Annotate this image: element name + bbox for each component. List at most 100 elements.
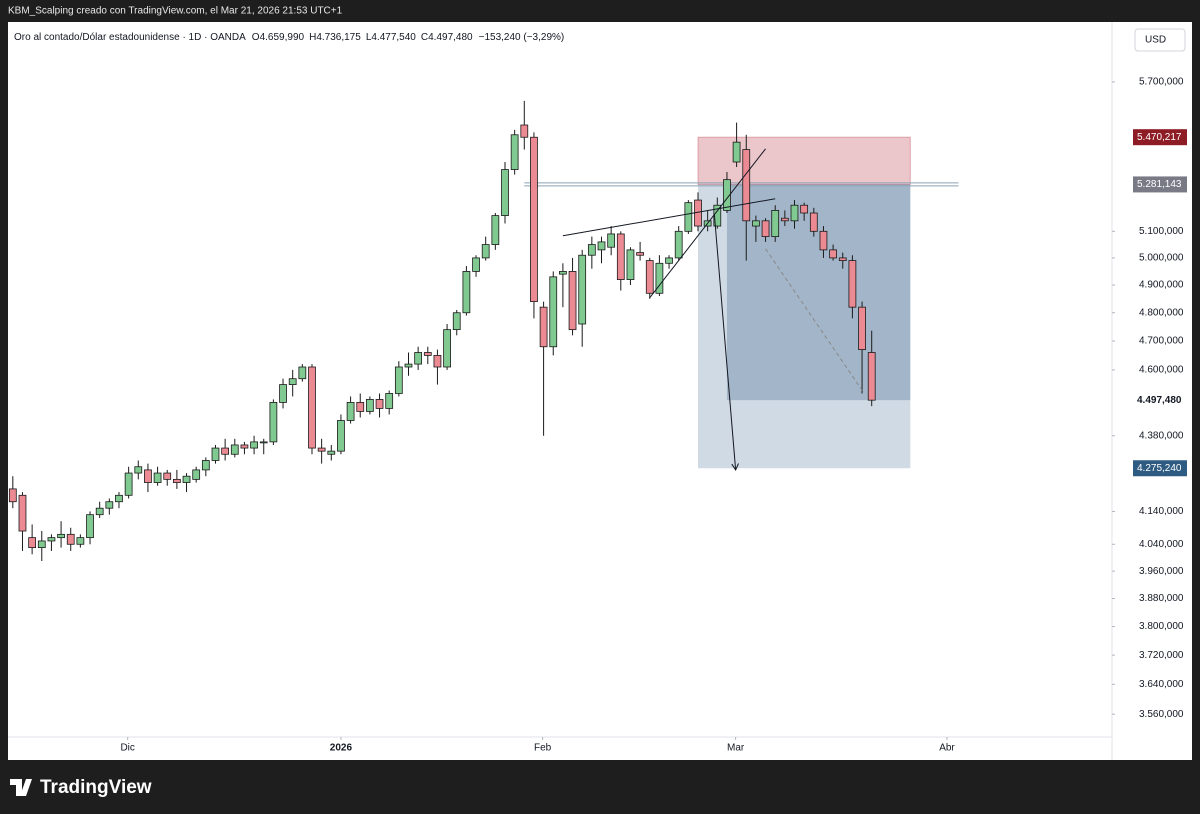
y-tick-label: 3.880,000 (1139, 593, 1184, 604)
candle-body (752, 220, 760, 227)
candle-body (105, 501, 114, 509)
candle-body (723, 179, 731, 211)
candle-body (443, 329, 451, 368)
candle-body (18, 494, 27, 532)
candle-body (259, 441, 268, 444)
y-tick-label: 5.700,000 (1139, 77, 1184, 88)
candle-body (809, 212, 818, 232)
candle-body (375, 399, 384, 409)
candle-body (76, 537, 85, 545)
candle-body (134, 466, 143, 474)
candle-body (780, 217, 789, 222)
candle-body (298, 366, 307, 380)
candle-body (481, 244, 490, 259)
candle-body (8, 488, 17, 503)
brand-logo: TradingView (10, 777, 152, 798)
candle-body (366, 399, 374, 412)
y-tick-label: 4.040,000 (1139, 539, 1184, 550)
candle-body (346, 402, 355, 421)
legend-key: O (252, 32, 260, 43)
candle-body (616, 233, 625, 280)
candle-body (57, 533, 65, 539)
y-tick-label: 4.600,000 (1139, 365, 1184, 376)
candle-body (462, 271, 471, 314)
candle-body (761, 220, 770, 237)
currency-button[interactable] (1134, 28, 1186, 52)
candle-body (153, 472, 162, 483)
brand-name: TradingView (40, 777, 152, 798)
candle-body (288, 378, 297, 385)
candle-body (37, 540, 46, 549)
price-label-box (1133, 176, 1187, 193)
candle-body (211, 447, 220, 461)
currency-label[interactable]: USD (1145, 35, 1166, 46)
x-tick-label: Abr (939, 743, 955, 754)
trend-line (562, 198, 776, 237)
candle-body (230, 444, 239, 455)
y-tick-label: 4.140,000 (1139, 506, 1184, 517)
candle-body (472, 257, 480, 272)
candle-body (587, 244, 596, 256)
candle-body (250, 441, 258, 449)
candle-body (520, 124, 529, 138)
y-tick-label: 3.640,000 (1139, 679, 1184, 690)
trend-line (713, 214, 737, 470)
legend-key: H (309, 32, 316, 43)
price-label-box (1133, 129, 1187, 146)
candle-body (636, 252, 644, 256)
x-tick-label: Mar (727, 743, 745, 754)
chart-frame (8, 22, 1192, 760)
y-tick-label: 5.100,000 (1139, 226, 1184, 237)
x-tick-label: Dic (120, 743, 134, 754)
candle-body (86, 514, 94, 539)
candle-body (800, 204, 809, 214)
candle-body (356, 402, 365, 412)
x-tick-label: 2026 (330, 743, 353, 754)
candle-body (423, 352, 432, 356)
y-tick-label: 3.560,000 (1139, 709, 1184, 720)
candle-body (539, 306, 548, 348)
y-tick-label: 3.800,000 (1139, 621, 1184, 632)
candle-body (144, 469, 152, 483)
candle-body (829, 249, 837, 259)
candle-body (28, 537, 37, 549)
y-tick-label: 4.700,000 (1139, 336, 1184, 347)
candle-body (279, 384, 287, 403)
candle-body (433, 354, 442, 368)
candle-body (452, 312, 461, 331)
candle-body (597, 241, 606, 251)
candle-body (607, 233, 616, 248)
target-zone (698, 184, 911, 469)
candle-body (404, 363, 413, 368)
y-tick-label: 4.900,000 (1139, 280, 1184, 291)
candle-body (221, 447, 230, 455)
trend-line (765, 248, 863, 391)
candle-body (240, 444, 249, 449)
price-label-box (1133, 460, 1187, 477)
candle-body (317, 447, 326, 452)
candle-body (385, 393, 394, 409)
candle-body (414, 352, 423, 365)
candle-body (530, 136, 538, 302)
y-tick-label: 5.000,000 (1139, 253, 1184, 264)
plot: 5.700,000 5.100,000 5.000,000 4.900,000 4.80… (8, 77, 1187, 754)
candle-body (790, 204, 799, 222)
arrow-head (731, 463, 739, 471)
stop-zone (697, 136, 911, 185)
brand-icon (10, 779, 32, 796)
pane (8, 100, 959, 562)
candle-body (269, 402, 278, 443)
candle-body (578, 254, 587, 325)
candle-body (742, 149, 751, 222)
candle-body (771, 210, 780, 237)
candle-body (655, 262, 664, 294)
legend-value: 4.736,175 (316, 32, 361, 43)
x-tick-label: Feb (534, 743, 552, 754)
legend-key: C (421, 32, 428, 43)
legend-value: 4.659,990 (260, 32, 305, 43)
candle-body (684, 202, 693, 232)
candle-body (308, 366, 316, 449)
candle-body (173, 478, 181, 483)
